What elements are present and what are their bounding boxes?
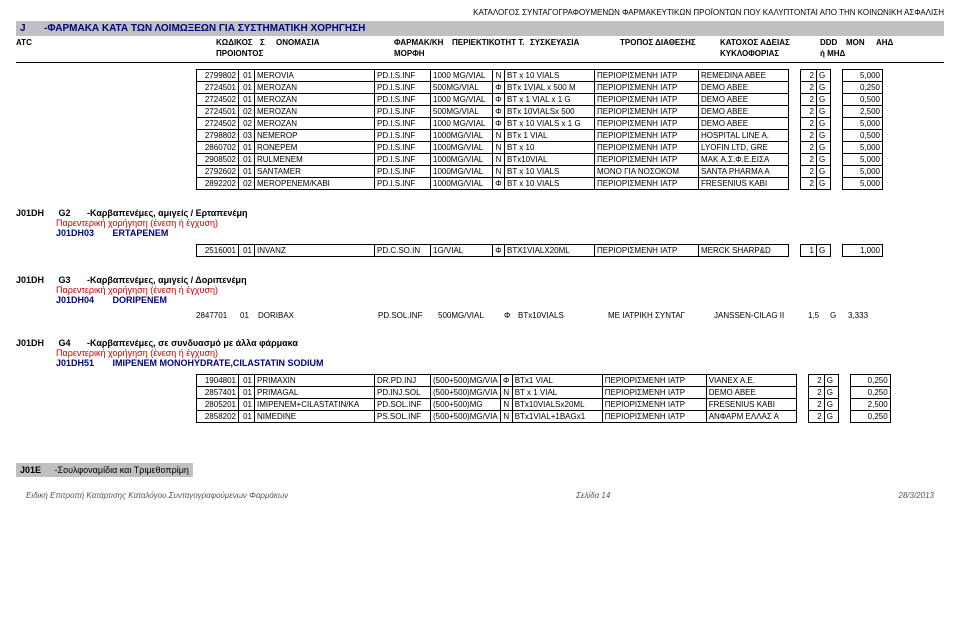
footer-right: 28/3/2013 [898,491,934,500]
hdr-farmak: ΦΑΡΜΑΚ/ΚΗ [394,38,452,47]
hdr-hmhd: ή ΜΗΔ [820,49,846,58]
row-g3: 284770101DORIBAXPD.SOL.INF500MG/VIALΦBTx… [196,311,944,320]
page-footer: Ειδική Επιτροπή Κατάρτισης Καταλόγου Συν… [16,491,944,500]
g2-red: Παρεντερική χορήγηση (ένεση ή έγχυση) [56,218,944,228]
hdr-kodikos: ΚΩΔΙΚΟΣ [216,38,260,47]
table-row: 272450101MEROZANPD.I.S.INF500MG/VIALΦBTx… [197,82,883,94]
hdr-ahd: ΑΗΔ [876,38,906,47]
table-row: 272450202MEROZANPD.I.S.INF1000 MG/VIALΦB… [197,118,883,130]
group-g4: J01DH G4 -Καρβαπενέμες, σε συνδυασμό με … [16,338,944,368]
table-row: 289220202MEROPENEM/KABIPD.I.S.INF1000MG/… [197,178,883,190]
j01e-title: -Σουλφοναμίδια και Τριμεθοπρίμη [55,465,189,475]
group-g2: J01DH G2 -Καρβαπενέμες, αμιγείς / Ερταπε… [16,208,944,238]
hdr-syskev: ΣΥΣΚΕΥΑΣΙΑ [530,38,620,47]
g4-title: -Καρβαπενέμες, σε συνδυασμό με άλλα φάρμ… [87,338,298,348]
section-code: J [20,23,34,34]
g2-code: J01DH [16,208,56,218]
g2-subcode: J01DH03 [56,228,110,238]
table-row: 285740101PRIMAGALPD.INJ.SOL(500+500)MG/V… [197,387,891,399]
table-g2: 251600101INVANZPD.C.SO.IN1G/VIALΦBTX1VIA… [196,244,883,257]
table-g4: 190480101PRIMAXINDR.PD.INJ(500+500)MG/VI… [196,374,891,423]
hdr-periek: ΠΕΡΙΕΚΤΙΚΟΤΗΤ Τ. [452,38,530,47]
hdr-mon: MON [846,38,876,47]
hdr-onomasia: ΟΝΟΜΑΣΙΑ [276,38,394,47]
g3-subname: DORIPENEM [113,295,168,305]
column-headers-row1: ATC ΚΩΔΙΚΟΣ Σ ΟΝΟΜΑΣΙΑ ΦΑΡΜΑΚ/ΚΗ ΠΕΡΙΕΚΤ… [16,36,944,49]
table-main: 279980201MEROVIAPD.I.S.INF1000 MG/VIALNB… [196,69,883,190]
j01e-code: J01E [20,465,52,475]
table-row: 280520101IMIPENEM+CILASTATIN/KAPD.SOL.IN… [197,399,891,411]
g2-subname: ERTAPENEM [113,228,169,238]
j01e-bar: J01E -Σουλφοναμίδια και Τριμεθοπρίμη [16,463,193,477]
g3-num: G3 [59,275,85,285]
table-row: 279980201MEROVIAPD.I.S.INF1000 MG/VIALNB… [197,70,883,82]
hdr-morfi: ΜΟΡΦΗ [394,49,452,58]
hdr-proiontos: ΠΡΟΙΟΝΤΟΣ [216,49,276,58]
table-row: 285820201NIMEDINEPS.SOL.INF(500+500)MG/V… [197,411,891,423]
hdr-s: Σ [260,38,276,47]
table-row: 290850201RULMENEMPD.I.S.INF1000MG/VIALNB… [197,154,883,166]
table-row: 251600101INVANZPD.C.SO.IN1G/VIALΦBTX1VIA… [197,245,883,257]
table-row: 272450102MEROZANPD.I.S.INF500MG/VIALΦBTx… [197,106,883,118]
g2-num: G2 [59,208,85,218]
g4-subcode: J01DH51 [56,358,110,368]
g4-code: J01DH [16,338,56,348]
g3-subcode: J01DH04 [56,295,110,305]
table-row: 272450201MEROZANPD.I.S.INF1000 MG/VIALΦB… [197,94,883,106]
g4-subname: IMIPENEM MONOHYDRATE,CILASTATIN SODIUM [113,358,324,368]
hdr-atc: ATC [16,38,34,47]
table-row: 279260201SANTAMERPD.I.S.INF1000MG/VIALNB… [197,166,883,178]
hdr-ddd: DDD [820,38,846,47]
footer-center: Σελίδα 14 [576,491,610,500]
table-row: 190480101PRIMAXINDR.PD.INJ(500+500)MG/VI… [197,375,891,387]
section-bar: J -ΦΑΡΜΑΚΑ ΚΑΤΑ ΤΩΝ ΛΟΙΜΩΞΕΩΝ ΓΙΑ ΣΥΣΤΗΜ… [16,21,944,36]
g3-code: J01DH [16,275,56,285]
hdr-kykl: ΚΥΚΛΟΦΟΡΙΑΣ [720,49,820,58]
hdr-tropos: ΤΡΟΠΟΣ ΔΙΑΘΕΣΗΣ [620,38,720,47]
hdr-katoxos: ΚΑΤΟΧΟΣ ΑΔΕΙΑΣ [720,38,820,47]
g3-red: Παρεντερική χορήγηση (ένεση ή έγχυση) [56,285,944,295]
g2-title: -Καρβαπενέμες, αμιγείς / Ερταπενέμη [87,208,247,218]
g3-title: -Καρβαπενέμες, αμιγείς / Δοριπενέμη [87,275,247,285]
group-g3: J01DH G3 -Καρβαπενέμες, αμιγείς / Δοριπε… [16,275,944,305]
table-row: 286070201RONEPEMPD.I.S.INF1000MG/VIALNBT… [197,142,883,154]
column-headers-row2: ΠΡΟΙΟΝΤΟΣ ΜΟΡΦΗ ΚΥΚΛΟΦΟΡΙΑΣ ή ΜΗΔ [16,49,944,63]
table-row: 279880203NEMEROPPD.I.S.INF1000MG/VIALNBT… [197,130,883,142]
top-catalog-header: ΚΑΤΑΛΟΓΟΣ ΣΥΝΤΑΓΟΓΡΑΦΟΥΜΕΝΩΝ ΦΑΡΜΑΚΕΥΤΙΚ… [16,8,944,17]
footer-left: Ειδική Επιτροπή Κατάρτισης Καταλόγου Συν… [26,491,288,500]
g4-num: G4 [59,338,85,348]
section-title: -ΦΑΡΜΑΚΑ ΚΑΤΑ ΤΩΝ ΛΟΙΜΩΞΕΩΝ ΓΙΑ ΣΥΣΤΗΜΑΤ… [44,23,365,34]
g4-red: Παρεντερική χορήγηση (ένεση ή έγχυση) [56,348,944,358]
